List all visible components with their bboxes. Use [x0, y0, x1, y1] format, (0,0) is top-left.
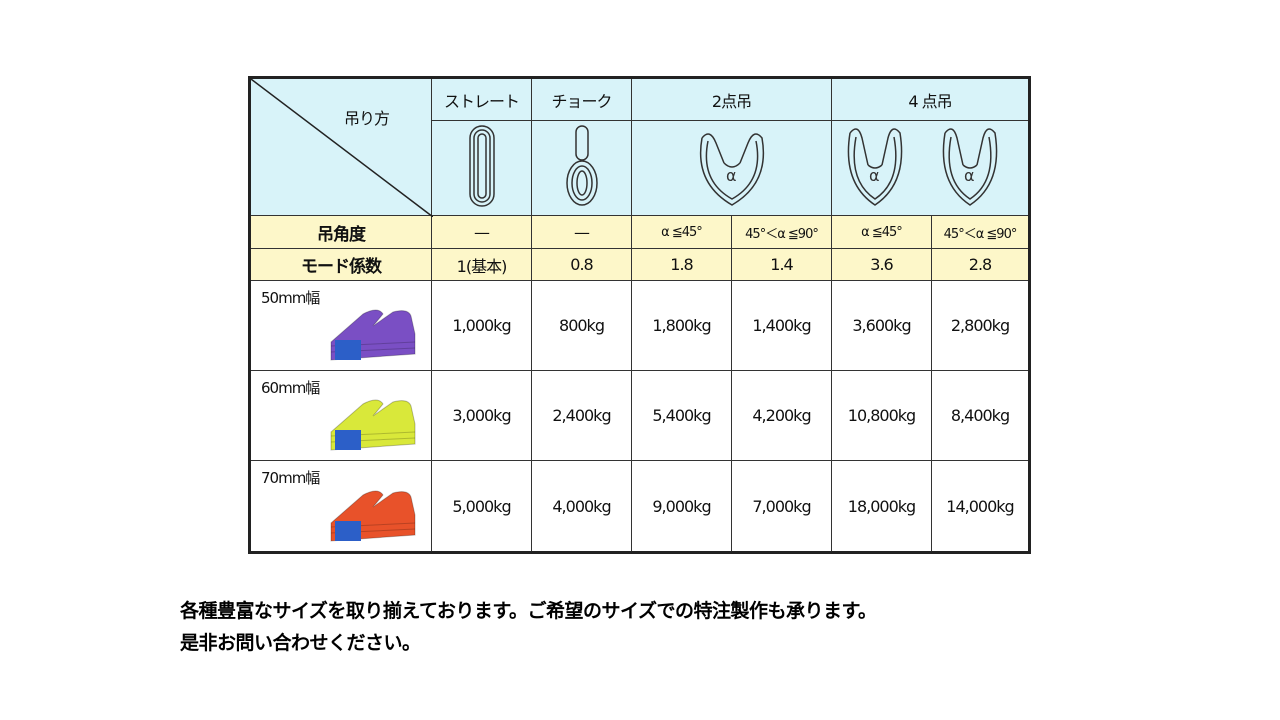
capacity-cell: 10,800kg — [831, 370, 932, 461]
capacity-cell: 8,400kg — [931, 370, 1030, 461]
capacity-cell: 9,000kg — [631, 460, 732, 553]
mode-cell: 0.8 — [531, 248, 632, 281]
mode-cell: 1(基本) — [431, 248, 532, 281]
straight-diagram — [431, 120, 532, 216]
4point-sling-icon: α α — [847, 128, 998, 206]
size-cell: 50mm幅 — [249, 280, 432, 371]
capacity-cell: 3,000kg — [431, 370, 532, 461]
mode-cell: 3.6 — [831, 248, 932, 281]
size-label: 60mm幅 — [261, 379, 320, 397]
size-label: 70mm幅 — [261, 469, 320, 487]
angle-cell: — — [531, 215, 632, 249]
capacity-cell: 7,000kg — [731, 460, 832, 553]
method-4point: 4 点吊 — [831, 77, 1030, 121]
corner-header: 吊り方 — [249, 77, 433, 217]
mode-label: モード係数 — [249, 248, 432, 281]
svg-text:α: α — [726, 166, 736, 185]
capacity-cell: 800kg — [531, 280, 632, 371]
table-row: 70mm幅 5,000kg 4,000kg 9,000kg 7,000kg 18,000… — [249, 460, 1030, 553]
angle-cell: α ≦45° — [631, 215, 732, 249]
angle-cell: 45°＜α ≦90° — [731, 215, 832, 249]
angle-cell: — — [431, 215, 532, 249]
method-straight: ストレート — [431, 77, 532, 121]
capacity-cell: 4,200kg — [731, 370, 832, 461]
2point-sling-icon: α — [699, 133, 764, 206]
mode-cell: 1.4 — [731, 248, 832, 281]
angle-label: 吊角度 — [249, 215, 432, 249]
4point-diagram: α α — [831, 120, 1030, 216]
sling-photo — [330, 309, 416, 361]
capacity-cell: 2,400kg — [531, 370, 632, 461]
capacity-cell: 4,000kg — [531, 460, 632, 553]
capacity-cell: 1,400kg — [731, 280, 832, 371]
capacity-cell: 1,800kg — [631, 280, 732, 371]
sling-photo — [330, 490, 416, 542]
capacity-cell: 14,000kg — [931, 460, 1030, 553]
capacity-cell: 5,000kg — [431, 460, 532, 553]
choke-diagram — [531, 120, 632, 216]
corner-label: 吊り方 — [343, 109, 390, 128]
size-cell: 70mm幅 — [249, 460, 432, 553]
footer-line-2: 是非お問い合わせください。 — [180, 632, 421, 654]
capacity-cell: 2,800kg — [931, 280, 1030, 371]
choke-sling-icon — [565, 125, 598, 206]
size-label: 50mm幅 — [261, 289, 320, 307]
capacity-table: 吊り方 ストレート チョーク 2点吊 4 点吊 α α α 吊角度 — — α … — [248, 76, 1031, 554]
capacity-cell: 1,000kg — [431, 280, 532, 371]
svg-text:α: α — [964, 166, 974, 185]
mode-cell: 1.8 — [631, 248, 732, 281]
size-cell: 60mm幅 — [249, 370, 432, 461]
capacity-cell: 3,600kg — [831, 280, 932, 371]
method-choke: チョーク — [531, 77, 632, 121]
angle-cell: 45°＜α ≦90° — [931, 215, 1030, 249]
capacity-cell: 5,400kg — [631, 370, 732, 461]
2point-diagram: α — [631, 120, 832, 216]
straight-sling-icon — [468, 125, 495, 207]
method-2point: 2点吊 — [631, 77, 832, 121]
sling-photo — [330, 399, 416, 451]
table-row: 60mm幅 3,000kg 2,400kg 5,400kg 4,200kg 10,800… — [249, 370, 1030, 461]
svg-text:α: α — [869, 166, 879, 185]
diagonal-line — [251, 79, 433, 217]
angle-cell: α ≦45° — [831, 215, 932, 249]
mode-cell: 2.8 — [931, 248, 1030, 281]
footer-line-1: 各種豊富なサイズを取り揃えております。ご希望のサイズでの特注製作も承ります。 — [180, 600, 877, 622]
capacity-cell: 18,000kg — [831, 460, 932, 553]
table-row: 50mm幅 1,000kg 800kg 1,800kg 1,400kg 3,600kg 2… — [249, 280, 1030, 371]
